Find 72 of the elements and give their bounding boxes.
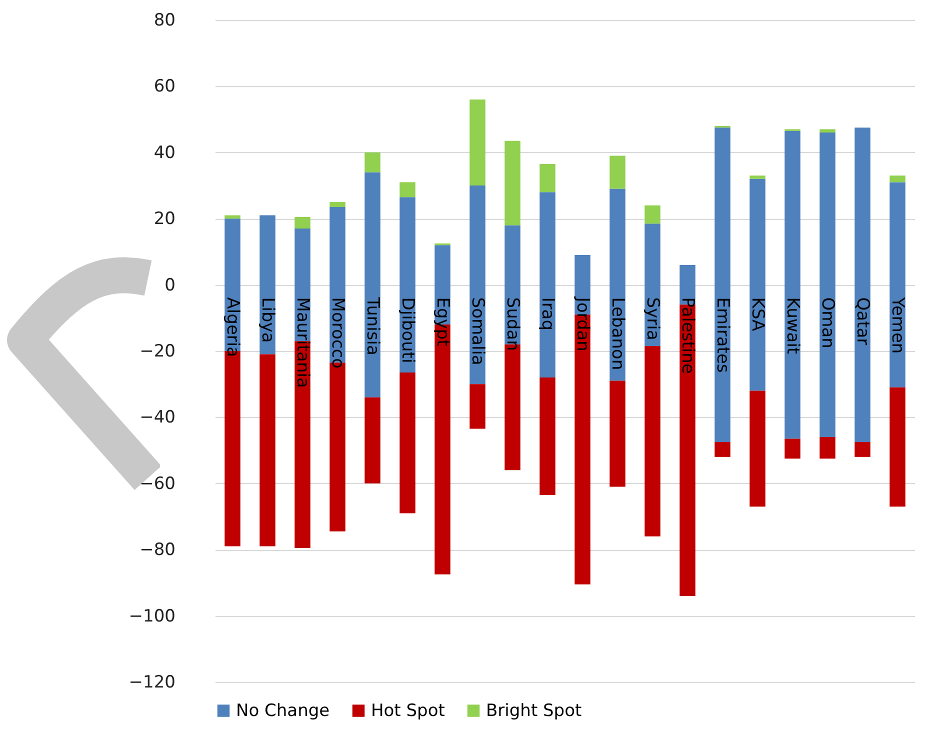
- bar: [470, 99, 486, 186]
- y-tick-label: −20: [140, 342, 176, 362]
- bar: [820, 132, 836, 438]
- y-tick-label: −80: [140, 540, 176, 560]
- y-tick-label: 20: [154, 209, 176, 230]
- bar: [854, 128, 870, 442]
- bar: [400, 372, 416, 514]
- bar: [890, 387, 906, 507]
- bar: [714, 128, 730, 442]
- x-tick-label: Oman: [818, 297, 838, 348]
- bar: [750, 176, 766, 179]
- x-tick-label: Iraq: [538, 297, 558, 331]
- bar: [610, 156, 626, 189]
- x-tick-label: Kuwait: [782, 297, 802, 354]
- x-tick-label: Sudan: [502, 297, 522, 351]
- x-tick-label: Mauritania: [292, 297, 312, 388]
- x-tick-label: Libya: [258, 297, 278, 343]
- bar: [644, 346, 660, 536]
- bar: [224, 215, 240, 219]
- x-tick-label: Jordan: [572, 296, 592, 352]
- x-tick-label: Djibouti: [398, 297, 418, 364]
- y-tick-label: −40: [140, 408, 176, 428]
- bar: [644, 205, 660, 224]
- legend-label: Hot Spot: [371, 700, 446, 721]
- x-tick-label: Qatar: [852, 297, 872, 346]
- bar: [714, 442, 730, 457]
- bar: [470, 384, 486, 429]
- x-tick-label: Yemen: [888, 296, 908, 354]
- x-tick-label: KSA: [748, 297, 768, 332]
- bar: [330, 202, 346, 208]
- bar: [260, 354, 276, 546]
- bar: [750, 178, 766, 391]
- bar: [610, 188, 626, 381]
- bar: [294, 216, 310, 229]
- bar: [364, 152, 380, 172]
- bar: [470, 186, 486, 384]
- x-tick-label: Egypt: [432, 297, 452, 347]
- bar: [504, 140, 520, 226]
- bar: [750, 390, 766, 507]
- bar: [540, 192, 556, 378]
- x-tick-label: Morocco: [328, 297, 348, 368]
- x-tick-label: Emirates: [712, 297, 732, 373]
- x-tick-label: Lebanon: [608, 297, 628, 370]
- y-tick-label: −60: [140, 474, 176, 494]
- bar: [784, 438, 800, 459]
- x-tick-label: Algeria: [222, 297, 242, 358]
- bar: [784, 130, 800, 439]
- y-tick-label: 40: [154, 142, 176, 163]
- bar: [820, 129, 836, 133]
- bar: [854, 442, 870, 457]
- bar: [540, 164, 556, 192]
- bar: [890, 182, 906, 388]
- bar: [610, 380, 626, 487]
- bar: [644, 224, 660, 346]
- y-tick-label: 0: [164, 275, 176, 296]
- bar: [890, 176, 906, 182]
- bar: [400, 182, 416, 198]
- bar: [260, 215, 276, 354]
- y-tick-label: −100: [128, 606, 176, 626]
- x-tick-label: Somalia: [468, 297, 488, 366]
- x-tick-label: Syria: [642, 297, 662, 340]
- bar: [820, 437, 836, 459]
- bar: [540, 377, 556, 495]
- y-tick-label: 80: [154, 10, 176, 30]
- x-tick-label: Tunisia: [362, 296, 382, 356]
- y-tick-label: 60: [154, 76, 176, 97]
- legend-label: No Change: [236, 700, 330, 721]
- bar: [364, 397, 380, 484]
- bar: [364, 172, 380, 398]
- legend-label: Bright Spot: [486, 700, 582, 721]
- y-tick-label: −120: [128, 672, 176, 692]
- x-tick-label: Palestine: [678, 297, 698, 374]
